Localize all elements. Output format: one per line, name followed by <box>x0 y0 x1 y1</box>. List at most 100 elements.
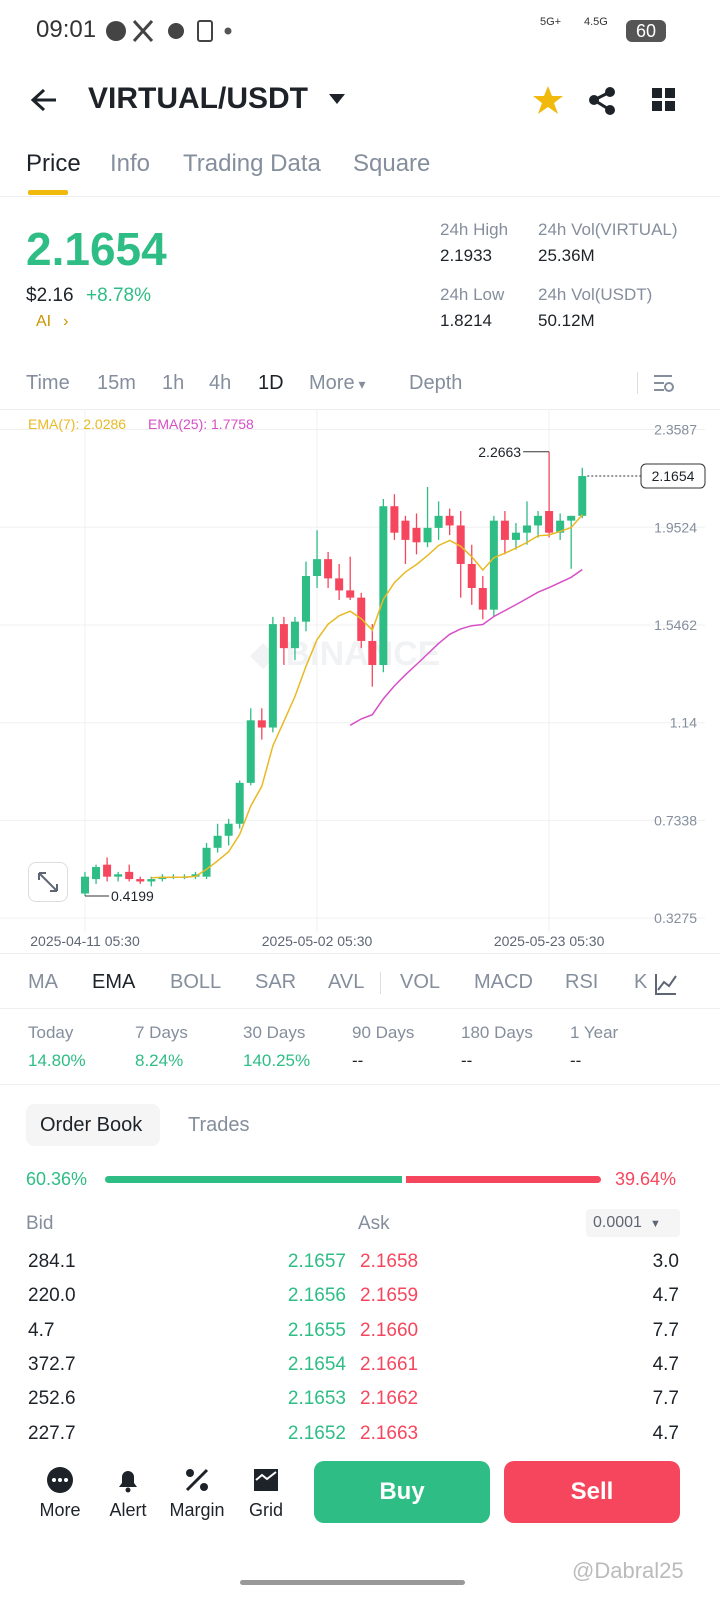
ema-line <box>151 514 583 879</box>
interval[interactable]: 4h <box>209 372 232 394</box>
indicator-tab[interactable]: RSI <box>565 971 599 993</box>
status-net: 5G+ <box>540 16 562 28</box>
y-tick-label: 1.5462 <box>654 617 697 633</box>
ask-amount: 4.7 <box>652 1353 679 1375</box>
candle-body <box>390 506 399 533</box>
sell-button[interactable]: Sell <box>504 1461 680 1523</box>
y-tick-label: 1.9524 <box>654 519 697 535</box>
period-value: -- <box>461 1051 473 1070</box>
low-label: 0.4199 <box>111 888 154 904</box>
bid-price: 2.1657 <box>287 1251 346 1272</box>
indicator-tab[interactable]: SAR <box>255 971 297 993</box>
period-value: 14.80% <box>28 1051 86 1070</box>
candle-body <box>335 578 344 591</box>
favorite[interactable] <box>533 86 563 114</box>
ai-link[interactable]: AI › <box>36 313 69 330</box>
interval[interactable]: More ▾ <box>309 372 366 394</box>
candle-body <box>478 588 487 610</box>
bottom-icon[interactable] <box>114 1466 142 1494</box>
candle-body <box>290 621 299 649</box>
bottom-icon[interactable] <box>183 1466 211 1494</box>
divider <box>0 1008 720 1009</box>
candle-body <box>313 559 322 576</box>
tab[interactable]: Price <box>26 150 81 177</box>
grid-menu[interactable] <box>652 88 675 111</box>
period-value: -- <box>570 1051 582 1070</box>
ema-label: EMA(25): 1.7758 <box>148 416 254 432</box>
candle-body <box>423 527 432 543</box>
tab[interactable]: Square <box>353 150 431 177</box>
candle-body <box>368 640 377 665</box>
candle-body <box>268 624 277 728</box>
bottom-label[interactable]: Margin <box>169 1500 225 1520</box>
ask-amount: 3.0 <box>652 1251 679 1272</box>
precision-select[interactable]: 0.0001 ▼ <box>586 1209 680 1237</box>
x-tick-label: 2025-05-23 05:30 <box>494 933 605 949</box>
y-tick-label: 0.3275 <box>654 910 697 926</box>
interval[interactable]: 15m <box>97 372 136 394</box>
divider <box>0 196 720 197</box>
bottom-label[interactable]: Grid <box>248 1500 283 1520</box>
pair-title[interactable]: VIRTUAL/USDT <box>88 82 308 115</box>
candle-body <box>114 874 123 877</box>
indicator-settings[interactable] <box>650 968 720 1002</box>
interval[interactable]: Time <box>26 372 70 394</box>
period-value: 140.25% <box>243 1051 311 1070</box>
bid-price: 2.1656 <box>287 1285 346 1307</box>
indicator-tab[interactable]: K <box>634 971 648 993</box>
ema-label: EMA(7): 2.0286 <box>28 416 126 432</box>
separator <box>637 372 638 394</box>
period-value: -- <box>352 1051 364 1070</box>
status-net: 4.5G <box>584 16 608 28</box>
candle-body <box>467 563 476 589</box>
candle-body <box>147 879 156 882</box>
candle-body <box>545 511 554 533</box>
period: Today <box>28 1023 74 1042</box>
divider <box>0 409 720 410</box>
ai-label: AI <box>36 313 52 330</box>
bottom-icon[interactable] <box>252 1466 280 1494</box>
ask-price: 2.1659 <box>360 1285 419 1307</box>
status-icons <box>106 19 232 43</box>
share[interactable] <box>589 87 615 115</box>
separator <box>380 972 381 994</box>
chart-settings[interactable] <box>652 372 676 394</box>
indicator-tab[interactable]: EMA <box>92 971 136 993</box>
order-book-tab[interactable]: Order Book <box>40 1114 143 1136</box>
battery: 60 <box>626 20 666 42</box>
back-button[interactable] <box>28 84 60 116</box>
bottom-label[interactable]: More <box>39 1500 81 1520</box>
bottom-label[interactable]: Alert <box>109 1500 147 1520</box>
ask-header: Ask <box>358 1213 390 1234</box>
y-tick-label: 0.7338 <box>654 812 697 828</box>
interval[interactable]: Depth <box>409 372 463 394</box>
bid-amount: 4.7 <box>28 1319 55 1341</box>
tab[interactable]: Info <box>110 150 151 177</box>
candle-body <box>103 864 112 877</box>
ask-amount: 4.7 <box>652 1285 679 1307</box>
candle-body <box>279 624 288 649</box>
indicator-tab[interactable]: AVL <box>328 971 365 993</box>
candle-body <box>534 515 543 526</box>
stat-value: 1.8214 <box>440 311 492 330</box>
indicator-tab[interactable]: BOLL <box>170 971 222 993</box>
interval[interactable]: 1h <box>162 372 185 394</box>
bid-header: Bid <box>26 1213 54 1234</box>
x-tick-label: 2025-04-11 05:30 <box>30 933 140 949</box>
indicator-tab[interactable]: MA <box>28 971 58 993</box>
bid-ratio: 60.36% <box>26 1169 88 1189</box>
stat-value: 2.1933 <box>440 246 492 265</box>
expand-button[interactable] <box>28 862 68 902</box>
buy-button[interactable]: Buy <box>314 1461 490 1523</box>
indicator-tab[interactable]: VOL <box>400 971 441 993</box>
trades-tab[interactable]: Trades <box>188 1114 250 1136</box>
bottom-icon[interactable] <box>46 1466 74 1494</box>
indicator-tab[interactable]: MACD <box>474 971 533 993</box>
home-indicator <box>240 1580 465 1585</box>
interval[interactable]: 1D <box>258 372 284 394</box>
last-price: 2.1654 <box>26 223 167 275</box>
tab[interactable]: Trading Data <box>183 150 321 177</box>
candle-body <box>489 520 498 610</box>
candle-body <box>81 876 89 894</box>
stat-value: 50.12M <box>538 311 595 330</box>
